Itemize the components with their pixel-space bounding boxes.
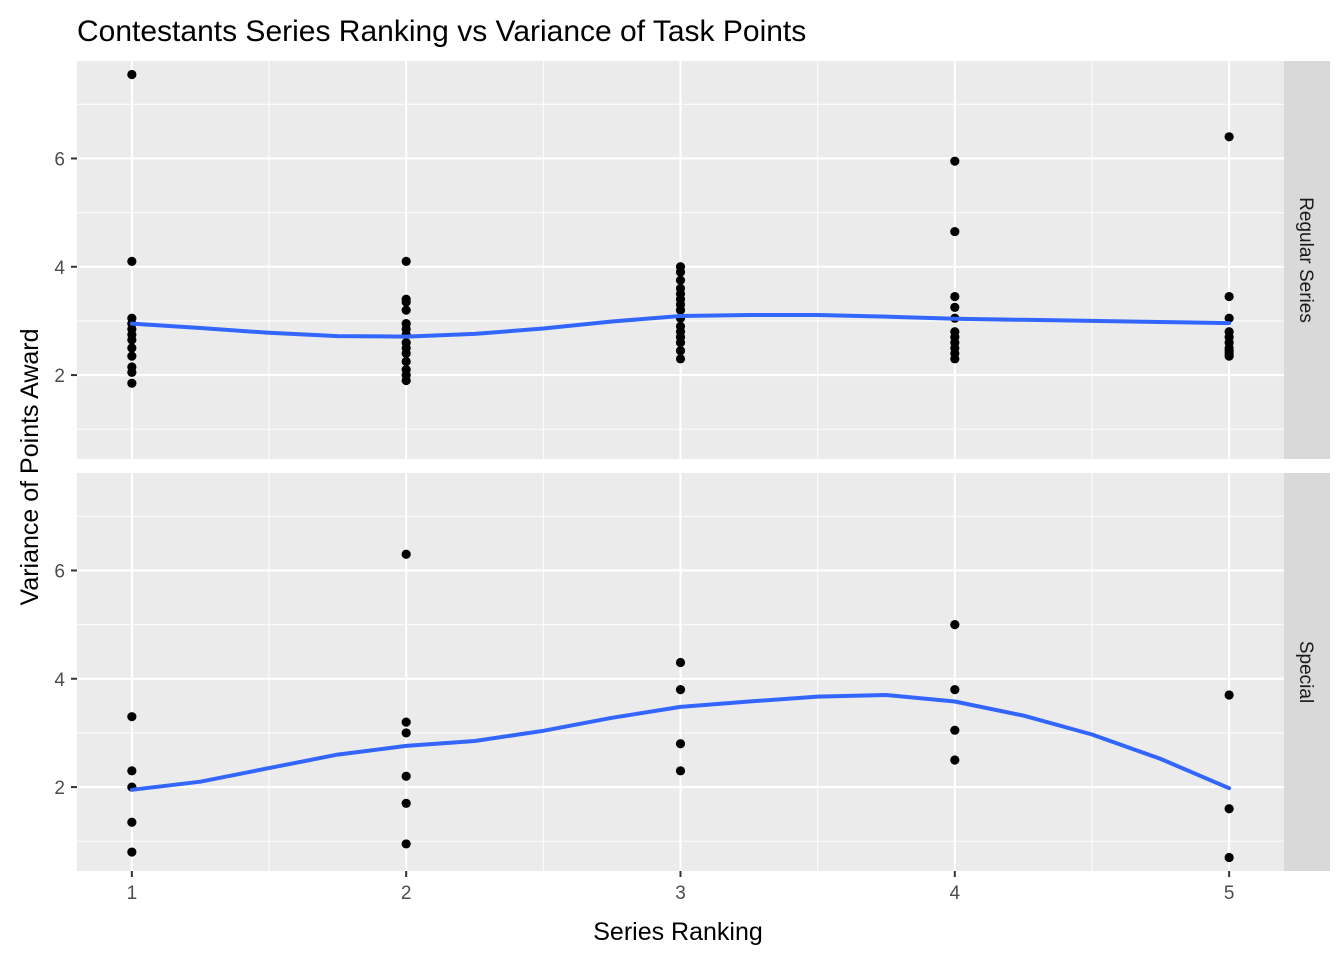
data-point [1224, 351, 1234, 361]
data-point [401, 297, 411, 307]
facet-strip [1284, 473, 1330, 871]
smooth-line [129, 313, 1232, 339]
data-point [675, 337, 686, 348]
data-point [401, 717, 411, 727]
data-point [1224, 313, 1234, 323]
data-point [675, 739, 686, 749]
data-point [675, 684, 686, 695]
data-point [401, 728, 411, 738]
data-point [675, 354, 686, 364]
data-point [950, 684, 960, 695]
data-point [401, 839, 411, 849]
data-point [1224, 132, 1234, 142]
data-point [401, 549, 411, 559]
facet-panel: 2 4 6 Regular Series [54, 61, 1330, 459]
y-tick-label: 6 [54, 149, 65, 170]
data-point [950, 354, 960, 364]
data-point [675, 267, 686, 277]
data-point [675, 305, 686, 315]
data-point [675, 346, 686, 356]
facet-strip-label: Regular Series [1295, 197, 1316, 323]
data-point [401, 798, 411, 808]
data-point [675, 766, 686, 776]
data-point [950, 226, 960, 237]
x-tick-label: 1 [127, 883, 138, 904]
smooth-line [129, 693, 1232, 792]
data-point [127, 367, 137, 377]
y-tick-label: 6 [54, 561, 65, 582]
x-axis-title: Series Ranking [593, 918, 763, 946]
data-point [1224, 291, 1234, 302]
data-point [675, 657, 686, 668]
data-point [950, 755, 960, 765]
data-point [127, 817, 137, 827]
data-point [127, 766, 137, 776]
facet-panel: 2 4 6 Special [54, 473, 1330, 871]
data-point [950, 620, 960, 630]
data-point [950, 302, 960, 312]
data-point [127, 378, 137, 388]
data-point [401, 375, 411, 386]
data-point [401, 305, 411, 315]
data-point [950, 156, 960, 166]
y-tick-label: 2 [54, 778, 65, 799]
data-point [1224, 690, 1234, 700]
facet-strip-label: Special [1295, 641, 1316, 703]
data-point [127, 256, 137, 266]
data-point [127, 335, 137, 345]
data-point [1224, 804, 1234, 814]
y-tick-label: 2 [54, 366, 65, 387]
x-tick-label: 4 [950, 883, 961, 904]
data-point [401, 348, 411, 359]
x-tick-label: 5 [1224, 883, 1235, 904]
y-tick-label: 4 [54, 258, 65, 279]
data-point [127, 343, 137, 353]
x-tick-label: 2 [401, 883, 412, 904]
chart-title: Contestants Series Ranking vs Variance o… [77, 15, 806, 48]
data-point [127, 69, 137, 80]
y-axis-title: Variance of Points Award [16, 328, 44, 605]
data-point [950, 291, 960, 302]
data-point [127, 351, 137, 361]
data-point [675, 275, 686, 285]
data-point [950, 725, 960, 735]
data-point [127, 847, 137, 857]
data-point [401, 256, 411, 266]
y-tick-label: 4 [54, 670, 65, 691]
data-point [1224, 852, 1234, 863]
data-point [401, 771, 411, 781]
facet-strip [1284, 61, 1330, 459]
x-tick-label: 3 [675, 883, 686, 904]
data-point [401, 356, 411, 367]
data-point [127, 712, 137, 722]
